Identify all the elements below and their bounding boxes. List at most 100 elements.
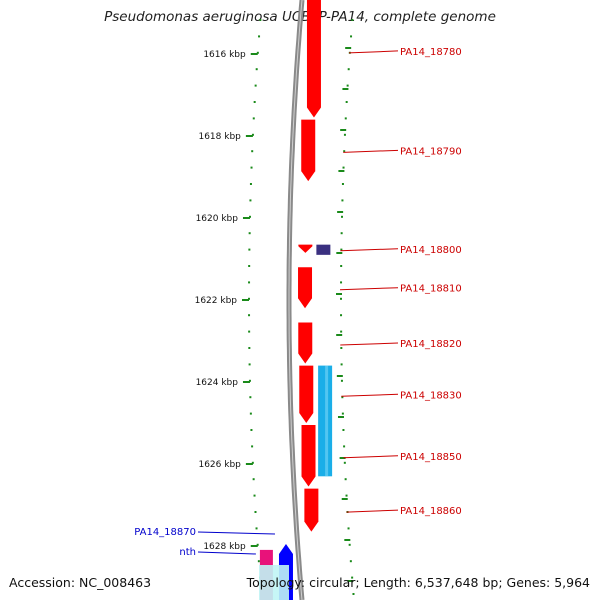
gene-label-line [197, 551, 256, 555]
gene-label-nth: nth [179, 547, 196, 558]
genes [259, 0, 321, 600]
tick-mark [342, 88, 349, 90]
tick-dot [351, 19, 354, 21]
tick-dot [255, 527, 258, 530]
tick-dot [351, 576, 354, 579]
tick-dot [346, 84, 349, 87]
tick-mark [337, 416, 344, 418]
gene-label-PA14_18830: PA14_18830 [400, 390, 462, 401]
feature-box [316, 244, 331, 255]
tick-dot [341, 199, 344, 202]
tick-dot [249, 199, 252, 202]
tick-dot [340, 314, 343, 317]
feature-box [259, 565, 289, 600]
gene-labels: PA14_18780 PA14_18790 PA14_18800 PA14_18810… [134, 47, 462, 558]
feature-box-highlight [325, 365, 329, 477]
tick-dot [249, 412, 252, 415]
tick-dot [248, 314, 251, 317]
tick-dot [248, 265, 251, 267]
genome-backbone [286, 0, 305, 600]
tick-dot [248, 297, 251, 300]
tick-dot [251, 133, 254, 136]
tick-dot [248, 347, 251, 349]
tick-dot [248, 281, 251, 284]
ruler-tick [250, 545, 258, 547]
tick-dot [341, 396, 344, 399]
ruler-label-1628: 1628 kbp [203, 542, 246, 552]
ruler-tick [250, 53, 258, 55]
tick-dot [256, 51, 259, 54]
tick-dot [342, 166, 345, 169]
tick-dot [252, 478, 255, 481]
tick-dot [343, 133, 346, 136]
tick-mark [338, 170, 345, 172]
tick-dot [347, 68, 350, 71]
ruler-label-1626: 1626 kbp [198, 460, 241, 470]
tick-dot [248, 379, 251, 382]
tick-dot [350, 35, 353, 38]
tick-marks [248, 19, 355, 595]
tick-dot [251, 461, 254, 464]
tick-dot [248, 248, 251, 251]
tick-dot [258, 35, 261, 38]
tick-dot [345, 494, 348, 497]
tick-dot [248, 330, 251, 333]
tick-dot [259, 19, 262, 21]
tick-dot [340, 265, 343, 267]
tick-dot [340, 379, 343, 382]
gene-label-line [341, 393, 399, 397]
tick-dot [349, 560, 352, 563]
ruler-tick [245, 135, 253, 137]
tick-dot [343, 461, 346, 464]
gene-arrow [298, 322, 313, 364]
tick-dot [340, 330, 343, 333]
ruler-label-1624: 1624 kbp [196, 378, 239, 388]
tick-mark [344, 539, 351, 541]
ruler-label-1620: 1620 kbp [196, 214, 239, 224]
tick-dot [257, 560, 260, 563]
gene-label-PA14_18790: PA14_18790 [400, 146, 462, 157]
tick-mark [336, 375, 343, 377]
tick-mark [345, 47, 352, 49]
tick-dot [348, 543, 351, 546]
accession-text: Accession: NC_008463 [9, 575, 152, 590]
tick-dot [341, 183, 344, 185]
gene-label-line [343, 455, 399, 459]
tick-dot [340, 248, 343, 251]
tick-dot [340, 281, 343, 284]
gene-label-PA14_18870: PA14_18870 [134, 527, 196, 538]
tick-mark [336, 252, 343, 254]
gene-label-PA14_18810: PA14_18810 [400, 284, 462, 295]
ruler-tick [242, 217, 250, 219]
tick-dot [251, 445, 254, 448]
tick-mark [337, 211, 344, 213]
tick-dot [256, 543, 259, 546]
gene-label-line [340, 287, 399, 291]
gene-label-PA14_18850: PA14_18850 [400, 452, 462, 463]
tick-dot [253, 494, 256, 497]
gene-label-line [340, 248, 399, 252]
tick-dot [250, 166, 253, 169]
gene-arrow [306, 0, 321, 118]
gene-label-PA14_18800: PA14_18800 [400, 245, 462, 256]
tick-dot [344, 478, 347, 481]
features [316, 244, 333, 477]
gene-label-line [197, 531, 275, 535]
tick-dot [252, 117, 255, 120]
tick-dot [249, 396, 252, 399]
tick-dot [343, 150, 346, 153]
tick-mark [347, 580, 354, 582]
gene-label-PA14_18780: PA14_18780 [400, 47, 462, 58]
tick-dot [347, 527, 350, 530]
ruler-tick [242, 381, 250, 383]
tick-dot [342, 429, 345, 431]
tick-dot [251, 150, 254, 153]
tick-mark [340, 129, 347, 131]
tick-dot [255, 68, 258, 71]
gene-label-line [348, 50, 399, 54]
gene-arrow [299, 365, 314, 423]
tick-dot [340, 215, 343, 218]
gene-arrow [301, 119, 316, 182]
tick-dot [344, 117, 347, 120]
